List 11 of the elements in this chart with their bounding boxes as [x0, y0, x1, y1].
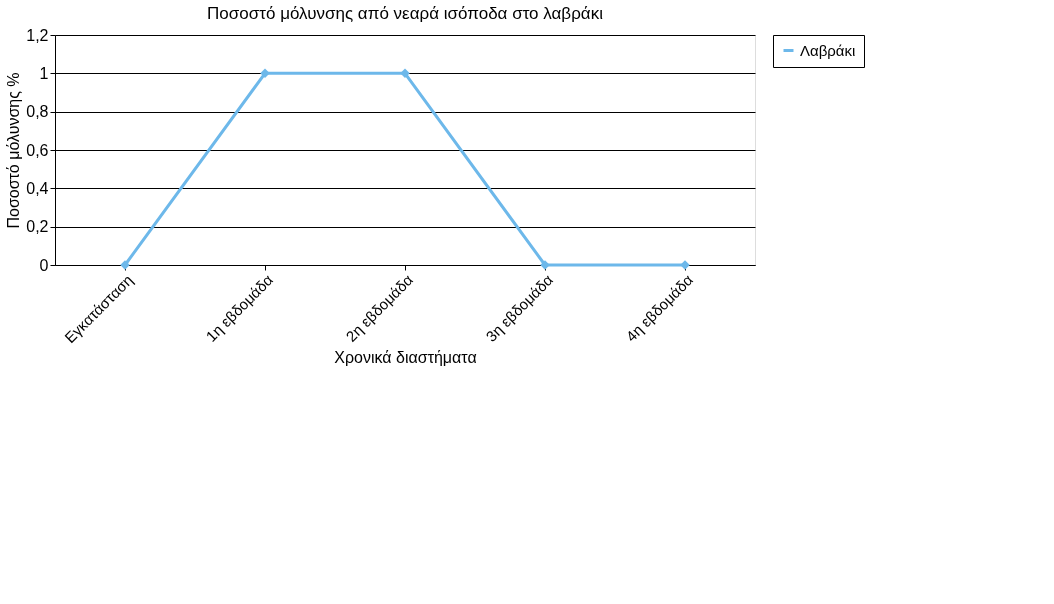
legend-label: Λαβράκι — [800, 41, 856, 59]
y-tick-label: 0,4 — [26, 179, 49, 197]
chart-title: Ποσοστό μόλυνσης από νεαρά ισόποδα στο λαβράκι — [207, 4, 604, 23]
y-tick-label: 0,8 — [26, 103, 49, 121]
y-tick-label: 0 — [39, 256, 49, 274]
y-tick-label: 0,2 — [26, 218, 49, 236]
y-tick-label: 1,2 — [26, 26, 49, 44]
x-axis-title: Χρονικά διαστήματα — [334, 349, 477, 367]
y-axis-title: Ποσοστό μόλυνσης % — [5, 72, 23, 229]
y-tick-label: 1 — [39, 64, 49, 82]
y-tick-label: 0,6 — [26, 141, 49, 159]
